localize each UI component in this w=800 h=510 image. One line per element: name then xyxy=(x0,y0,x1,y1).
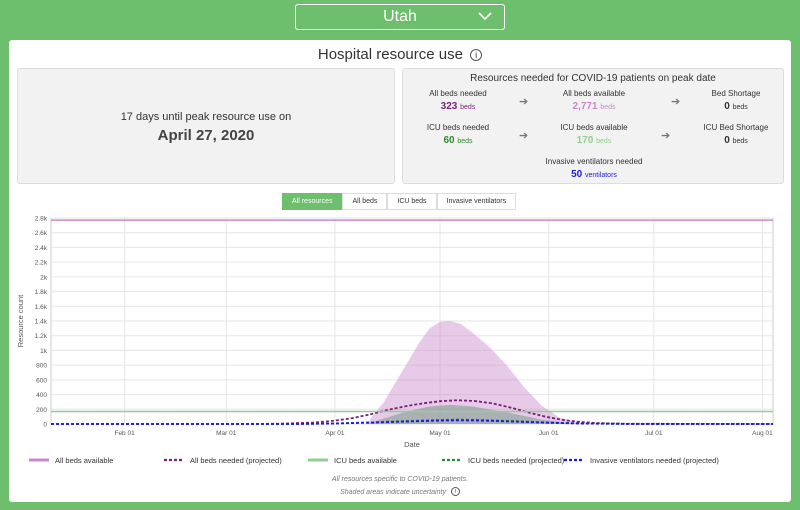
card-title: Hospital resource use i xyxy=(9,46,791,63)
footnote-uncertainty-text: Shaded areas indicate uncertainty xyxy=(340,489,446,496)
y-tick-label: 600 xyxy=(36,377,47,384)
icu-bed-shortage: ICU Bed Shortage 0 beds xyxy=(681,123,791,146)
y-tick-label: 0 xyxy=(43,422,47,429)
chevron-down-icon xyxy=(478,12,492,21)
peak-date: April 27, 2020 xyxy=(157,127,255,144)
y-tick-label: 2.8k xyxy=(35,216,48,223)
icu-bed-shortage-unit: beds xyxy=(732,138,748,145)
y-tick-label: 1k xyxy=(40,348,48,355)
state-select-value: Utah xyxy=(383,8,417,25)
all-beds-available-unit: beds xyxy=(600,104,616,111)
icu-beds-needed: ICU beds needed 60 beds xyxy=(403,123,513,146)
icu-beds-available-unit: beds xyxy=(596,138,612,145)
y-axis-label: Resource count xyxy=(16,294,25,347)
arrow-right-icon: ➔ xyxy=(671,96,681,108)
info-icon[interactable]: i xyxy=(450,487,460,496)
all-beds-available-label: All beds available xyxy=(562,89,626,98)
arrow-right-icon: ➔ xyxy=(519,130,529,142)
icu-row: ICU beds needed 60 beds ➔ ICU beds avail… xyxy=(403,123,783,153)
y-tick-label: 400 xyxy=(36,392,47,399)
legend-label: ICU beds available xyxy=(334,456,397,465)
x-tick-label: Apr 01 xyxy=(325,430,345,437)
x-tick-label: Jun 01 xyxy=(539,430,559,437)
all-beds-available: All beds available 2,771 beds xyxy=(539,89,649,112)
legend-label: All beds needed (projected) xyxy=(190,456,282,465)
icu-beds-available-value: 170 xyxy=(576,135,594,146)
arrow-right-icon: ➔ xyxy=(519,96,529,108)
all-beds-needed-unit: beds xyxy=(460,104,476,111)
tab-all-beds[interactable]: All beds xyxy=(342,193,388,210)
resource-chart: 0 200 400 600 800 1k 1.2k 1.4k 1.6k 1.8k 2k 2.2k 2.4… xyxy=(16,216,774,465)
bed-shortage-unit: beds xyxy=(732,104,748,111)
bed-shortage-label: Bed Shortage xyxy=(711,89,761,98)
legend-label: ICU beds needed (projected) xyxy=(468,456,565,465)
resources-panel: Resources needed for COVID-19 patients o… xyxy=(402,68,784,184)
icu-beds-needed-value: 60 xyxy=(443,135,455,146)
y-tick-label: 1.4k xyxy=(35,319,48,326)
icu-beds-needed-unit: beds xyxy=(457,138,473,145)
all-beds-needed: All beds needed 323 beds xyxy=(403,89,513,112)
y-tick-label: 1.2k xyxy=(35,333,48,340)
icu-beds-needed-label: ICU beds needed xyxy=(426,123,490,132)
beds-row: All beds needed 323 beds ➔ All beds avai… xyxy=(403,89,783,119)
legend-label: Invasive ventilators needed (projected) xyxy=(590,456,719,465)
bed-shortage: Bed Shortage 0 beds xyxy=(681,89,791,112)
y-tick-label: 1.6k xyxy=(35,304,48,311)
series-line-invasive-ventilators-needed-projected xyxy=(51,419,774,425)
x-tick-label: May 01 xyxy=(429,430,451,437)
footnote-uncertainty: Shaded areas indicate uncertainty i xyxy=(9,487,791,496)
peak-date-panel: 17 days until peak resource use on April… xyxy=(17,68,395,184)
ventilators-unit: ventilators xyxy=(585,172,617,179)
ventilators-needed: Invasive ventilators needed 50 ventilato… xyxy=(539,157,649,180)
y-tick-label: 2k xyxy=(40,274,48,281)
x-tick-label: Jul 01 xyxy=(645,430,663,437)
tab-icu-beds[interactable]: ICU beds xyxy=(387,193,437,210)
uncertainty-band xyxy=(366,404,577,424)
x-tick-label: Feb 01 xyxy=(114,430,135,437)
state-select[interactable]: Utah xyxy=(295,4,505,30)
legend-label: All beds available xyxy=(55,456,113,465)
ventilators-row: Invasive ventilators needed 50 ventilato… xyxy=(403,157,783,187)
info-icon[interactable]: i xyxy=(470,49,483,61)
ventilators-label: Invasive ventilators needed xyxy=(545,157,643,166)
all-beds-available-value: 2,771 xyxy=(572,101,598,112)
tab-invasive-ventilators[interactable]: Invasive ventilators xyxy=(436,193,517,210)
all-beds-needed-label: All beds needed xyxy=(429,89,487,98)
hospital-resource-card: Hospital resource use i 17 days until pe… xyxy=(9,40,791,502)
card-title-text: Hospital resource use xyxy=(317,46,463,63)
footnote-covid: All resources specific to COVID-19 patie… xyxy=(331,476,469,483)
x-tick-label: Mar 01 xyxy=(216,430,237,437)
resources-title: Resources needed for COVID-19 patients o… xyxy=(470,73,716,84)
icu-beds-available-label: ICU beds available xyxy=(560,123,628,132)
x-tick-label: Aug 01 xyxy=(752,430,773,437)
icu-bed-shortage-value: 0 xyxy=(724,135,730,146)
resource-tabs: All resources All beds ICU beds Invasive… xyxy=(282,193,517,210)
arrow-right-icon: ➔ xyxy=(661,130,671,142)
peak-days-text: 17 days until peak resource use on xyxy=(120,111,292,123)
icu-bed-shortage-label: ICU Bed Shortage xyxy=(703,123,769,132)
tab-all-resources[interactable]: All resources xyxy=(282,193,343,210)
x-axis-label: Date xyxy=(404,440,420,449)
icu-beds-available: ICU beds available 170 beds xyxy=(539,123,649,146)
y-tick-label: 800 xyxy=(36,363,47,370)
uncertainty-band xyxy=(366,321,595,424)
bed-shortage-value: 0 xyxy=(724,101,730,112)
y-tick-label: 1.8k xyxy=(35,289,48,296)
y-tick-label: 2.6k xyxy=(35,230,48,237)
ventilators-value: 50 xyxy=(571,169,583,180)
all-beds-needed-value: 323 xyxy=(440,101,458,112)
y-tick-label: 200 xyxy=(36,407,47,414)
y-tick-label: 2.2k xyxy=(35,260,48,267)
y-tick-label: 2.4k xyxy=(35,245,48,252)
